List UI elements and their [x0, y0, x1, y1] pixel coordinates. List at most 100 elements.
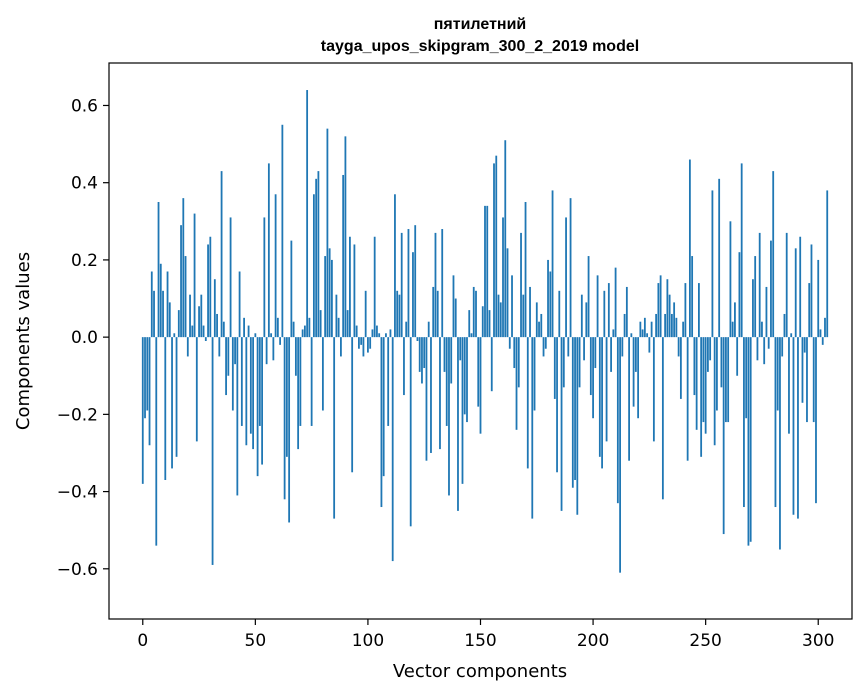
bar-294	[803, 337, 806, 353]
bar-172	[529, 286, 531, 338]
bar-102	[371, 329, 374, 338]
bar-79	[319, 310, 322, 338]
bar-95	[355, 325, 358, 338]
bar-149	[477, 337, 480, 407]
bar-33	[216, 313, 218, 338]
bar-282	[776, 337, 779, 411]
chart-title-line2: tayga_upos_skipgram_300_2_2019 model	[321, 38, 639, 55]
bar-103	[373, 236, 376, 338]
bar-138	[452, 275, 455, 338]
bar-111	[391, 337, 394, 562]
bar-36	[222, 321, 225, 338]
bar-110	[389, 329, 392, 338]
bar-184	[556, 337, 558, 473]
bar-297	[810, 244, 813, 338]
bar-220	[637, 337, 640, 419]
y-tick-label-5: 0.4	[71, 174, 98, 194]
bar-178	[542, 337, 545, 357]
bar-113	[396, 290, 399, 338]
bar-134	[443, 337, 446, 372]
bar-156	[493, 163, 495, 338]
bar-55	[265, 337, 268, 365]
x-tick-label-0: 0	[137, 631, 148, 651]
bar-6	[155, 337, 158, 546]
bar-41	[234, 337, 236, 365]
bar-150	[479, 337, 482, 434]
bar-167	[517, 337, 520, 388]
bar-197	[585, 302, 588, 338]
bar-168	[520, 232, 522, 338]
bar-19	[184, 256, 187, 338]
bar-215	[625, 286, 628, 338]
bar-68	[294, 337, 297, 376]
bar-173	[531, 337, 534, 519]
bar-288	[790, 333, 793, 338]
bar-89	[342, 174, 345, 338]
bar-170	[524, 202, 527, 338]
bar-252	[709, 337, 712, 361]
bar-38	[227, 337, 230, 376]
x-axis-label: Vector components	[393, 661, 567, 682]
bar-231	[661, 337, 664, 500]
bar-100	[367, 337, 369, 353]
bar-8	[159, 263, 162, 338]
bar-211	[616, 337, 619, 504]
bar-162	[506, 248, 509, 338]
bar-189	[567, 337, 570, 357]
bar-263	[734, 302, 736, 338]
bar-84	[331, 259, 333, 338]
bar-264	[736, 337, 739, 376]
bar-257	[720, 337, 723, 388]
bar-281	[774, 337, 777, 508]
bar-58	[272, 337, 275, 361]
bar-66	[290, 240, 293, 338]
bar-301	[819, 329, 822, 338]
bar-122	[416, 337, 419, 341]
bar-43	[238, 271, 241, 338]
bar-268	[745, 337, 748, 419]
bar-196	[583, 337, 585, 361]
bar-191	[571, 337, 574, 488]
bar-234	[668, 294, 671, 338]
bar-267	[743, 337, 745, 508]
bar-131	[436, 290, 439, 338]
bar-53	[261, 337, 263, 465]
bar-165	[513, 337, 516, 369]
bar-180	[547, 259, 549, 338]
bar-49	[252, 337, 254, 450]
bar-105	[378, 333, 381, 338]
bar-205	[603, 290, 606, 338]
bar-219	[634, 337, 637, 372]
bar-64	[285, 337, 288, 457]
bar-30	[209, 236, 212, 338]
bar-73	[306, 90, 309, 338]
bar-203	[598, 337, 601, 457]
bar-286	[785, 232, 788, 338]
bar-159	[499, 302, 502, 338]
bar-42	[236, 337, 239, 496]
bar-209	[612, 329, 615, 338]
bar-18	[182, 198, 185, 338]
bar-265	[738, 252, 741, 338]
bar-5	[153, 290, 155, 338]
bar-233	[666, 279, 669, 338]
bar-91	[346, 310, 349, 338]
bar-295	[806, 337, 808, 423]
bar-221	[639, 321, 642, 338]
bar-115	[400, 232, 403, 338]
bar-7	[157, 202, 160, 338]
bar-163	[508, 337, 511, 349]
bar-98	[362, 337, 365, 357]
bar-260	[727, 337, 730, 423]
bar-112	[394, 194, 396, 338]
bar-175	[535, 302, 538, 338]
bar-174	[533, 337, 536, 411]
bar-78	[317, 171, 320, 338]
bar-225	[648, 337, 651, 353]
bar-242	[686, 337, 689, 461]
bar-116	[403, 337, 405, 396]
bar-133	[441, 229, 444, 338]
bar-46	[245, 337, 248, 446]
y-axis: −0.6 −0.4 −0.2 0.0 0.2 0.4 0.6	[57, 96, 109, 580]
bar-151	[481, 306, 484, 338]
